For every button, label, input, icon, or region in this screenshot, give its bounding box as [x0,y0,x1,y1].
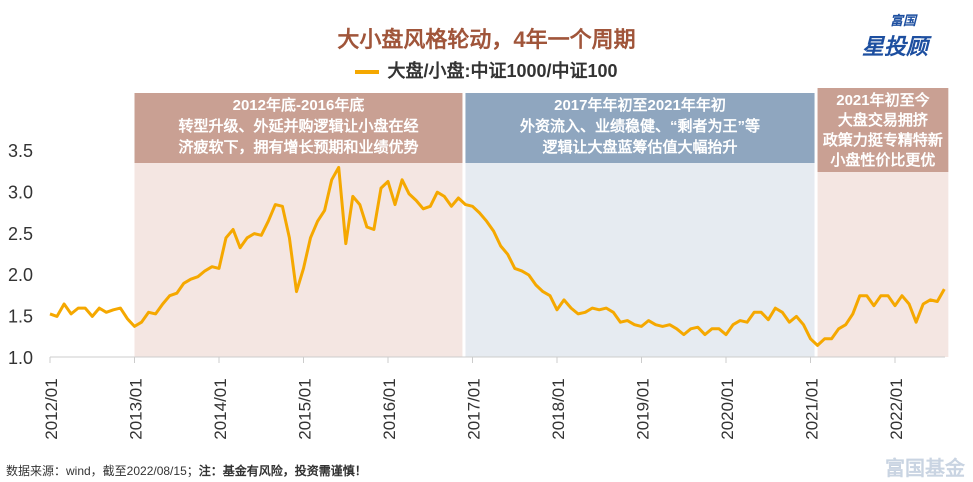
period-band [134,150,463,357]
x-tick-label: 2021/01 [803,378,822,439]
y-tick-label: 2.5 [8,224,33,244]
annotation-text: 外资流入、业绩稳健、“剩者为王”等 [519,117,760,135]
series-line [49,165,946,347]
x-tick-label: 2012/01 [42,378,61,439]
x-tick-label: 2016/01 [380,378,399,439]
annotation-text: 2021年初至今 [836,91,929,109]
annotation-text: 2017年年初至2021年年初 [554,96,726,114]
watermark: 富国基金 [885,458,965,480]
x-tick-label: 2015/01 [296,378,315,439]
y-tick-label: 3.5 [8,141,33,161]
y-tick-label: 2.0 [8,265,33,285]
annotation-text: 大盘交易拥挤 [838,111,929,129]
x-tick-label: 2014/01 [211,378,230,439]
logo-bottom: 星投顾 [862,34,929,59]
y-tick-label: 3.0 [8,182,33,202]
annotation-box [134,93,463,163]
x-tick-label: 2018/01 [549,378,568,439]
x-tick-label: 2022/01 [887,378,906,439]
legend-swatch [355,70,380,75]
annotation-text: 2012年底-2016年底 [233,96,365,114]
risk-note: 注：基金有风险，投资需谨慎！ [198,464,367,478]
period-band [817,150,949,357]
y-tick-label: 1.5 [8,307,33,327]
x-tick-label: 2019/01 [634,378,653,439]
annotation-text: 逻辑让大盘蓝筹估值大幅抬升 [542,138,737,156]
logo: 富国星投顾 [862,10,928,61]
legend-label: 大盘/小盘:中证1000/中证100 [387,61,618,81]
footer: 数据来源：wind，截至2022/08/15；注：基金有风险，投资需谨慎！ [6,462,367,479]
legend: 大盘/小盘:中证1000/中证100 [0,57,973,83]
annotation-text: 小盘性价比更优 [830,151,935,169]
y-tick-label: 1.0 [8,348,33,368]
x-tick-label: 2013/01 [127,378,146,439]
chart-title: 大小盘风格轮动，4年一个周期 [337,27,636,52]
period-band [465,150,815,357]
x-tick-label: 2017/01 [465,378,484,439]
annotation-box [817,88,949,172]
x-tick-label: 2020/01 [718,378,737,439]
logo-top: 富国 [890,13,917,28]
source-text: 数据来源：wind，截至2022/08/15； [6,464,199,478]
annotation-box [465,93,815,163]
annotation-text: 转型升级、外延并购逻辑让小盘在经 [178,117,418,135]
annotation-text: 政策力挺专精特新 [823,131,943,149]
annotation-text: 济疲软下，拥有增长预期和业绩优势 [178,138,418,156]
